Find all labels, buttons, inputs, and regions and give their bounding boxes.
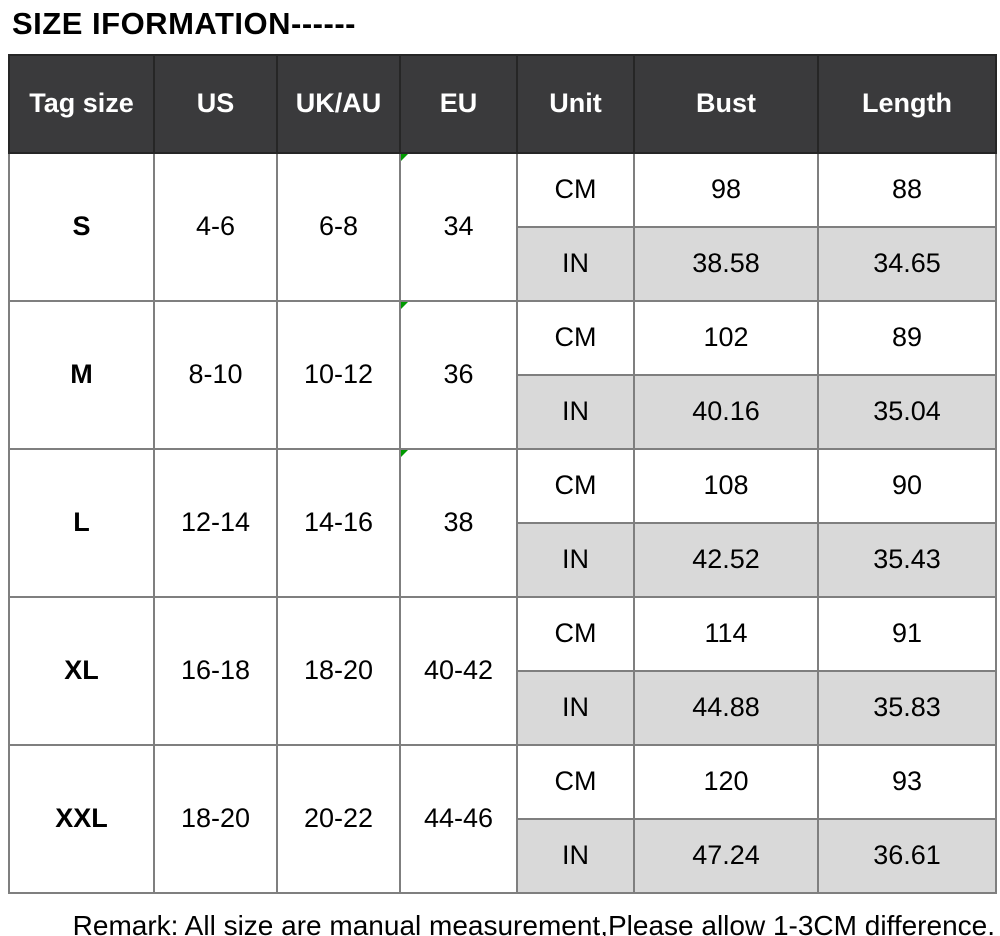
- eu-value: 34: [443, 211, 474, 242]
- tag-size-cell: M: [8, 299, 155, 450]
- excel-error-marker-icon: [401, 449, 408, 457]
- remark-text: Remark: All size are manual measurement,…: [72, 909, 995, 936]
- bust-in-cell: 38.58: [633, 225, 819, 302]
- eu-value: 44-46: [423, 803, 494, 834]
- eu-cell: 44-46: [399, 743, 518, 894]
- length-in-cell: 35.83: [817, 669, 997, 746]
- unit-cell: CM: [516, 299, 635, 376]
- length-in-cell: 34.65: [817, 225, 997, 302]
- unit-cell: CM: [516, 743, 635, 820]
- length-in-cell: 36.61: [817, 817, 997, 894]
- length-cm-cell: 90: [817, 447, 997, 524]
- unit-cell: IN: [516, 817, 635, 894]
- uk-au-cell: 18-20: [276, 595, 401, 746]
- length-in-cell: 35.43: [817, 521, 997, 598]
- bust-in-cell: 40.16: [633, 373, 819, 450]
- bust-cm-cell: 102: [633, 299, 819, 376]
- bust-cm-cell: 98: [633, 151, 819, 228]
- header-cell-uk-au: UK/AU: [276, 53, 401, 154]
- table-row-xxl-cm: XXL 18-20 20-22 44-46 CM 120 93: [8, 743, 997, 894]
- table-header-row: Tag size US UK/AU EU Unit Bust Length: [8, 53, 997, 154]
- header-cell-bust: Bust: [633, 53, 819, 154]
- eu-value: 36: [443, 359, 474, 390]
- table-row-s-in: IN 38.58 34.65: [9, 225, 997, 302]
- eu-cell: 38: [399, 447, 518, 598]
- tag-size-cell: XL: [8, 595, 155, 746]
- table-row-xl-in: IN 44.88 35.83: [9, 669, 997, 746]
- us-cell: 4-6: [153, 151, 278, 302]
- table-row-l-cm: L 12-14 14-16 38 CM 108 90: [8, 447, 997, 598]
- eu-value: 40-42: [423, 655, 494, 686]
- eu-cell: 34: [399, 151, 518, 302]
- unit-cell: IN: [516, 373, 635, 450]
- unit-cell: CM: [516, 595, 635, 672]
- unit-cell: IN: [516, 521, 635, 598]
- unit-cell: CM: [516, 447, 635, 524]
- table-row-s-cm: S 4-6 6-8 34 CM 98 88: [8, 151, 997, 302]
- table-row-m-in: IN 40.16 35.04: [9, 373, 997, 450]
- unit-cell: IN: [516, 225, 635, 302]
- unit-cell: CM: [516, 151, 635, 228]
- header-cell-length: Length: [817, 53, 997, 154]
- bust-in-cell: 47.24: [633, 817, 819, 894]
- uk-au-cell: 20-22: [276, 743, 401, 894]
- tag-size-cell: XXL: [8, 743, 155, 894]
- bust-in-cell: 42.52: [633, 521, 819, 598]
- size-table: Tag size US UK/AU EU Unit Bust Length S …: [8, 53, 997, 894]
- excel-error-marker-icon: [401, 153, 408, 161]
- excel-error-marker-icon: [401, 301, 408, 309]
- length-cm-cell: 89: [817, 299, 997, 376]
- length-in-cell: 35.04: [817, 373, 997, 450]
- header-cell-unit: Unit: [516, 53, 635, 154]
- eu-value: 38: [443, 507, 474, 538]
- us-cell: 12-14: [153, 447, 278, 598]
- eu-cell: 36: [399, 299, 518, 450]
- header-cell-us: US: [153, 53, 278, 154]
- us-cell: 8-10: [153, 299, 278, 450]
- us-cell: 16-18: [153, 595, 278, 746]
- bust-cm-cell: 108: [633, 447, 819, 524]
- header-cell-eu: EU: [399, 53, 518, 154]
- uk-au-cell: 10-12: [276, 299, 401, 450]
- uk-au-cell: 6-8: [276, 151, 401, 302]
- table-row-m-cm: M 8-10 10-12 36 CM 102 89: [8, 299, 997, 450]
- bust-cm-cell: 114: [633, 595, 819, 672]
- tag-size-cell: L: [8, 447, 155, 598]
- bust-cm-cell: 120: [633, 743, 819, 820]
- tag-size-cell: S: [8, 151, 155, 302]
- table-row-xl-cm: XL 16-18 18-20 40-42 CM 114 91: [8, 595, 997, 746]
- unit-cell: IN: [516, 669, 635, 746]
- uk-au-cell: 14-16: [276, 447, 401, 598]
- table-row-l-in: IN 42.52 35.43: [9, 521, 997, 598]
- length-cm-cell: 93: [817, 743, 997, 820]
- eu-cell: 40-42: [399, 595, 518, 746]
- table-row-xxl-in: IN 47.24 36.61: [9, 817, 997, 894]
- us-cell: 18-20: [153, 743, 278, 894]
- length-cm-cell: 91: [817, 595, 997, 672]
- bust-in-cell: 44.88: [633, 669, 819, 746]
- page-title: SIZE IFORMATION------: [12, 6, 356, 41]
- length-cm-cell: 88: [817, 151, 997, 228]
- header-cell-tag-size: Tag size: [8, 53, 155, 154]
